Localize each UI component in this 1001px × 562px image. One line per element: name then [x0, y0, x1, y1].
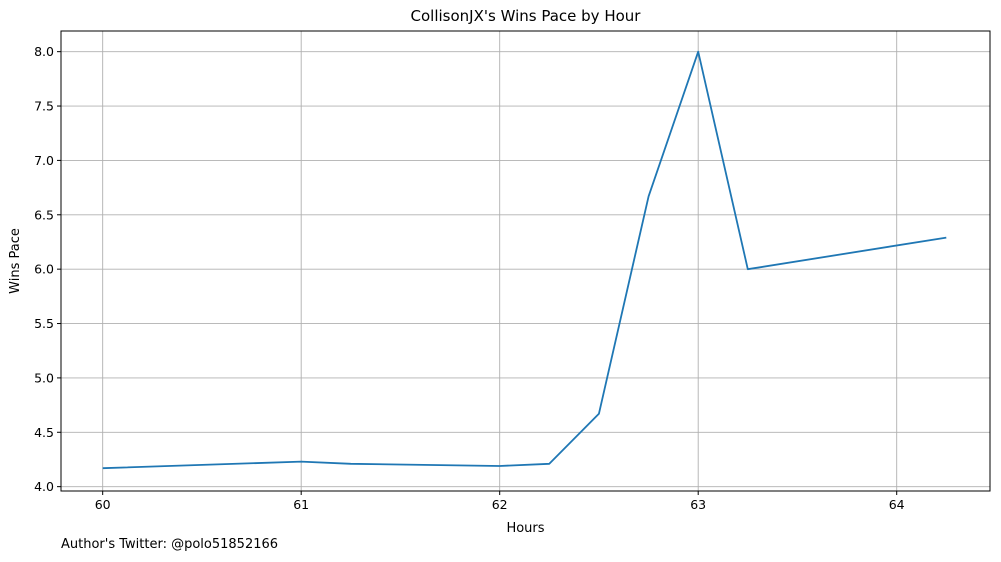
x-tick-label: 63 [690, 497, 706, 512]
y-tick-label: 5.0 [34, 370, 54, 385]
y-tick-label: 8.0 [34, 44, 54, 59]
series-layer [102, 50, 947, 470]
x-axis-label: Hours [506, 521, 544, 536]
ticks: 60 61 62 63 64 4.0 4.5 5.0 5.5 6.0 6.5 7.0 7.5 8.0 [34, 44, 905, 512]
x-tick-label: 62 [492, 497, 508, 512]
y-tick-label: 6.0 [34, 262, 54, 277]
grid [61, 31, 990, 491]
plot-frame [60, 30, 991, 492]
y-tick-label: 5.5 [34, 316, 54, 331]
y-tick-label: 7.5 [34, 99, 54, 114]
series-line [102, 50, 947, 470]
chart-title: CollisonJX's Wins Pace by Hour [411, 7, 642, 25]
y-tick-label: 4.0 [34, 479, 54, 494]
x-tick-label: 64 [889, 497, 905, 512]
x-tick-label: 61 [293, 497, 309, 512]
y-tick-label: 6.5 [34, 207, 54, 222]
y-axis-label: Wins Pace [8, 228, 23, 294]
x-tick-label: 60 [95, 497, 111, 512]
author-caption: Author's Twitter: @polo51852166 [61, 537, 279, 552]
y-tick-label: 4.5 [34, 425, 54, 440]
y-tick-label: 7.0 [34, 153, 54, 168]
